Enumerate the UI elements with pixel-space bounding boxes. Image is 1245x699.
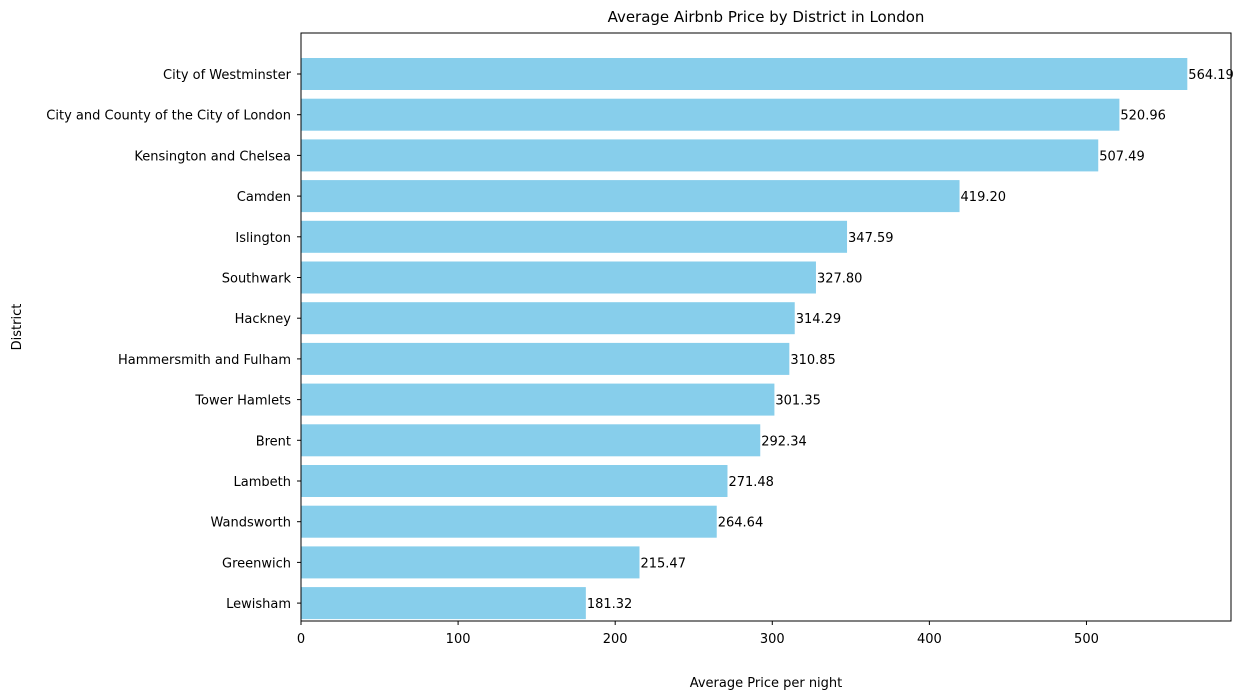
data-label: 301.35 xyxy=(775,394,821,409)
x-tick-label: 500 xyxy=(1074,632,1099,647)
y-tick-label: Lewisham xyxy=(226,597,291,612)
y-tick-label: Greenwich xyxy=(222,556,291,571)
data-label: 347.59 xyxy=(848,231,894,246)
y-tick-label: Wandsworth xyxy=(210,516,291,531)
y-tick-label: Hammersmith and Fulham xyxy=(118,353,291,368)
bar xyxy=(301,587,586,620)
bar xyxy=(301,220,848,253)
bar xyxy=(301,546,640,579)
bar xyxy=(301,180,960,213)
y-tick-label: Islington xyxy=(235,231,291,246)
data-label: 215.47 xyxy=(640,556,686,571)
y-tick-label: Hackney xyxy=(235,312,292,327)
bar xyxy=(301,261,816,294)
data-label: 292.34 xyxy=(761,434,807,449)
data-label: 310.85 xyxy=(790,353,836,368)
x-tick-label: 400 xyxy=(917,632,942,647)
y-tick-label: Lambeth xyxy=(234,475,291,490)
y-tick-label: City of Westminster xyxy=(163,68,292,83)
x-tick-label: 300 xyxy=(760,632,785,647)
data-label: 507.49 xyxy=(1099,149,1145,164)
data-label: 181.32 xyxy=(587,597,633,612)
x-tick-label: 200 xyxy=(603,632,628,647)
y-tick-label: Tower Hamlets xyxy=(194,394,291,409)
x-tick-label: 100 xyxy=(446,632,471,647)
data-label: 520.96 xyxy=(1120,109,1166,124)
y-tick-label: Kensington and Chelsea xyxy=(134,149,291,164)
x-tick-label: 0 xyxy=(297,632,305,647)
y-tick-label: Brent xyxy=(256,434,291,449)
y-tick-label: Camden xyxy=(237,190,291,205)
axis-ticks: City of Westminster City and County of th… xyxy=(46,68,1099,647)
data-label: 327.80 xyxy=(817,272,863,287)
bar xyxy=(301,139,1099,172)
data-label: 564.19 xyxy=(1188,68,1234,83)
chart-title: Average Airbnb Price by District in Lond… xyxy=(608,8,925,26)
bar xyxy=(301,342,790,375)
bar xyxy=(301,58,1188,90)
bars: 564.19 520.96 507.49 419.20 347.59 327.80 314.… xyxy=(301,58,1234,620)
bar xyxy=(301,424,761,457)
data-label: 419.20 xyxy=(961,190,1007,205)
plot-frame xyxy=(300,32,1232,622)
data-label: 271.48 xyxy=(728,475,774,490)
y-tick-label: City and County of the City of London xyxy=(46,109,291,124)
x-axis-label: Average Price per night xyxy=(690,676,843,691)
data-label: 314.29 xyxy=(796,312,842,327)
bar xyxy=(301,383,775,416)
bar xyxy=(301,98,1120,131)
data-label: 264.64 xyxy=(718,516,764,531)
bar xyxy=(301,465,728,497)
bar xyxy=(301,505,717,538)
bar xyxy=(301,302,795,335)
y-tick-label: Southwark xyxy=(222,272,292,287)
y-axis-label: District xyxy=(10,304,25,351)
